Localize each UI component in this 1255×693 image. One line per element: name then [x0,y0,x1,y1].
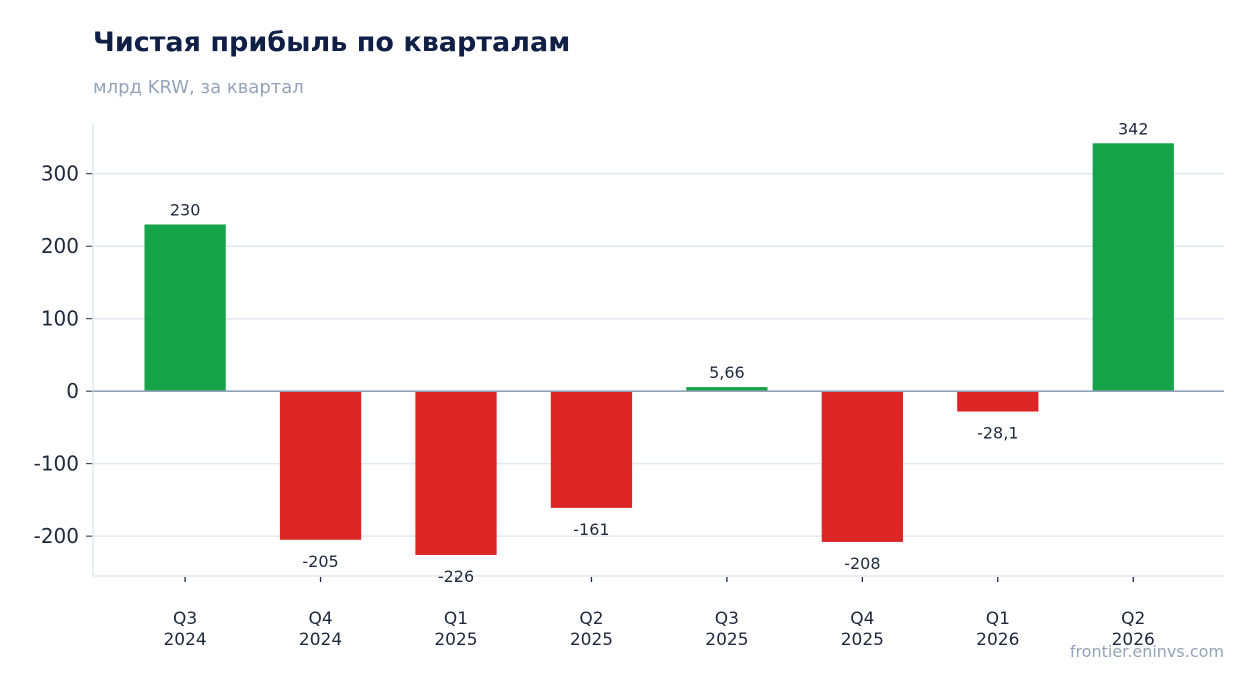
x-tick-label: Q2 [579,609,603,629]
y-tick-label: -100 [34,452,79,476]
x-tick-label: 2026 [1112,630,1155,650]
x-tick-label: 2025 [705,630,748,650]
data-label: -28,1 [977,424,1018,443]
data-label: -208 [844,554,880,573]
x-tick-label: 2025 [570,630,613,650]
chart-subtitle: млрд KRW, за квартал [93,77,304,98]
bar [1092,143,1174,392]
x-tick-label: 2025 [434,630,477,650]
data-label: 342 [1118,119,1149,138]
bar [144,224,226,392]
axes [86,123,1224,582]
x-tick-label: Q3 [715,609,739,629]
x-tick-label: 2024 [299,630,342,650]
y-tick-label: 300 [41,162,79,186]
data-labels: 230 -205 -226 -161 5,66 -208 -28,1 342 [170,119,1149,586]
bar [279,391,362,540]
y-tick-labels: 300 200 100 0 -100 -200 [34,162,79,548]
x-tick-label: 2024 [163,630,206,650]
x-tick-label: Q4 [850,609,874,629]
bar [415,391,497,555]
x-tick-label: Q2 [1121,609,1145,629]
data-label: -161 [573,520,609,539]
x-tick-label: Q1 [986,609,1010,629]
y-tick-label: 200 [41,234,79,258]
chart-title: Чистая прибыль по кварталам [93,27,571,58]
y-tick-label: -200 [34,524,79,548]
y-tick-label: 0 [66,379,79,403]
data-label: 5,66 [709,363,745,382]
bar [821,391,903,542]
bar [686,387,768,392]
y-tick-label: 100 [41,307,79,331]
x-tick-label: Q3 [173,609,197,629]
source-credit: frontier.eninvs.com [1069,642,1224,661]
x-tick-label: 2026 [976,630,1019,650]
x-tick-label: Q1 [444,609,468,629]
gridlines [93,172,1224,537]
bar [550,391,633,508]
x-tick-label: Q4 [308,609,332,629]
x-tick-labels: Q32024Q42024Q12025Q22025Q32025Q42025Q120… [163,609,1154,650]
data-label: -205 [302,552,338,571]
data-label: -226 [438,567,474,586]
bar [957,391,1039,412]
data-label: 230 [170,200,201,219]
bars [93,143,1224,555]
x-tick-label: 2025 [841,630,884,650]
